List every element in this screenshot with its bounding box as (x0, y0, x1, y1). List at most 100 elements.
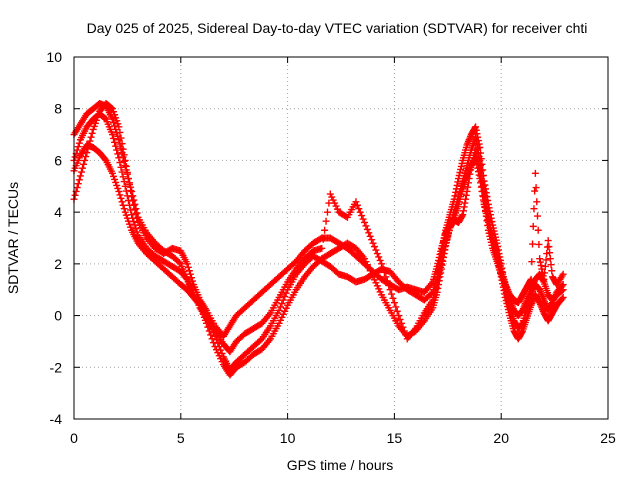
data-point-interp (186, 270, 194, 278)
data-point-interp (460, 203, 468, 211)
x-tick-label: 5 (177, 430, 185, 446)
data-point (108, 115, 116, 123)
data-point (121, 156, 129, 164)
data-point-interp (373, 250, 381, 258)
data-point-interp (475, 163, 483, 171)
data-point (472, 123, 480, 131)
data-point-interp (73, 184, 81, 192)
data-point-interp (477, 183, 485, 191)
data-point-interp (359, 215, 367, 223)
data-point (378, 260, 386, 268)
data-point-interp (479, 193, 487, 201)
data-point-interp (534, 212, 542, 220)
data-point (480, 198, 488, 206)
data-point-interp (278, 300, 286, 308)
data-point-interp (107, 104, 115, 112)
data-point-interp (368, 236, 376, 244)
data-point-interp (113, 146, 121, 154)
data-point-interp (475, 171, 483, 179)
data-point-interp (88, 129, 96, 137)
data-point-interp (355, 205, 363, 213)
data-point (121, 182, 129, 190)
data-point-interp (322, 217, 330, 225)
data-point (476, 167, 484, 175)
data-point-interp (323, 208, 331, 216)
data-point-interp (114, 150, 122, 158)
data-point-interp (473, 141, 481, 149)
data-point-interp (362, 222, 370, 230)
data-point-interp (385, 281, 393, 289)
data-point-interp (370, 243, 378, 251)
data-point-interp (133, 228, 141, 236)
data-point-interp (366, 232, 374, 240)
data-point-interp (116, 191, 124, 199)
data-point-interp (208, 335, 216, 343)
data-point (472, 133, 480, 141)
data-point-interp (210, 339, 218, 347)
data-point (527, 275, 535, 283)
data-point (559, 293, 567, 301)
data-point (463, 187, 471, 195)
data-point-interp (481, 203, 489, 211)
data-point-interp (207, 331, 215, 339)
data-point-interp (529, 240, 537, 248)
data-point-interp (454, 178, 462, 186)
data-point-interp (389, 294, 397, 302)
data-point-interp (441, 243, 449, 251)
data-point-interp (526, 277, 534, 285)
data-point-interp (392, 303, 400, 311)
data-point-interp (535, 240, 543, 248)
data-point-interp (438, 256, 446, 264)
data-point-interp (276, 303, 284, 311)
data-point-interp (117, 194, 125, 202)
data-point-interp (382, 273, 390, 281)
data-point-interp (126, 181, 134, 189)
y-tick-label: 0 (54, 308, 62, 324)
data-point (559, 270, 567, 278)
plot-frame (73, 56, 609, 420)
data-point-interp (319, 235, 327, 243)
y-tick-label: 4 (54, 204, 62, 220)
data-point-interp (124, 197, 132, 205)
data-point-interp (459, 207, 467, 215)
data-point-interp (281, 293, 289, 301)
data-point-interp (116, 159, 124, 167)
data-point-interp (127, 206, 135, 214)
data-point (540, 275, 548, 283)
data-point-interp (548, 267, 556, 275)
data-point (115, 123, 123, 131)
data-point (386, 286, 394, 294)
data-point-interp (363, 225, 371, 233)
data-point-interp (472, 126, 480, 134)
data-point-interp (112, 142, 120, 150)
data-point (115, 154, 123, 162)
data-point-interp (119, 173, 127, 181)
data-point-interp (383, 277, 391, 285)
data-point-interp (538, 265, 546, 273)
data-point-interp (123, 192, 131, 200)
data-point-interp (390, 299, 398, 307)
data-point-interp (393, 307, 401, 315)
data-point (559, 286, 567, 294)
data-point-interp (479, 187, 487, 195)
data-point-interp (120, 151, 128, 159)
data-point-interp (184, 263, 192, 271)
data-point-interp (482, 212, 490, 220)
data-point-interp (74, 143, 82, 151)
data-point-interp (82, 153, 90, 161)
data-point (433, 281, 441, 289)
data-point-interp (472, 137, 480, 145)
data-point-interp (465, 175, 473, 183)
data-point-interp (75, 139, 83, 147)
data-point-interp (558, 295, 566, 303)
data-point-interp (87, 133, 95, 141)
data-point-interp (380, 268, 388, 276)
data-point (128, 193, 136, 201)
data-point-interp (467, 166, 475, 174)
data-point-interp (111, 138, 119, 146)
data-point-interp (478, 182, 486, 190)
data-point-interp (435, 274, 443, 282)
data-point-interp (558, 287, 566, 295)
data-point-interp (85, 141, 93, 149)
